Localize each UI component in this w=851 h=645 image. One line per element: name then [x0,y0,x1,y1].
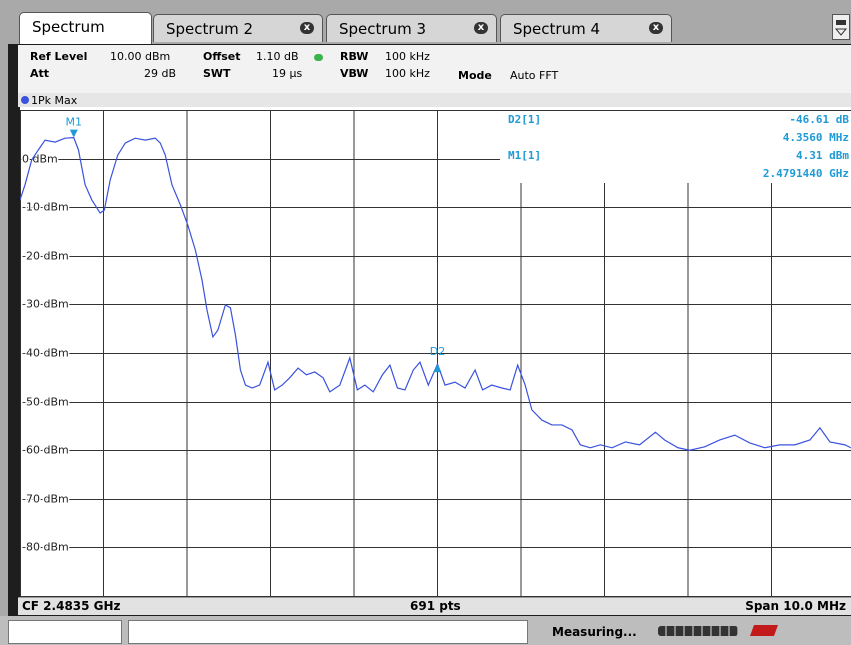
setting-label: SWT [203,67,231,80]
tab[interactable]: Spectrum 3 x [326,14,497,42]
setting-value: 100 kHz [385,50,430,63]
readout-freq: 4.3560 MHz [783,131,849,144]
setting-value: 10.00 dBm [110,50,171,63]
y-tick-label: -40 dBm [22,347,69,360]
setting: 10.00 dBm [110,50,170,63]
footer-center: 691 pts [410,599,461,613]
marker-label: D2 [430,345,445,358]
y-tick-label: -60 dBm [22,444,69,457]
y-tick-label: -70 dBm [22,493,69,506]
setting-label: VBW [340,67,369,80]
setting-label: Offset [203,50,241,63]
setting: Auto FFT [510,69,558,82]
status-field [128,620,528,644]
setting-value: 29 dB [144,67,177,80]
y-tick-label: -10 dBm [22,201,69,214]
legend-label: 1Pk Max [31,94,78,107]
readout-background [500,111,851,183]
progress-bar [658,626,738,636]
readout-level: 4.31 dBm [796,149,849,162]
setting: 100 kHz [385,67,430,80]
y-tick-label: -80 dBm [22,541,69,554]
setting: 1.10 dB [256,50,299,63]
y-tick-label: -30 dBm [22,298,69,311]
logo [749,625,779,636]
status-text: Measuring... [552,625,637,639]
setting: 100 kHz [385,50,430,63]
setting: Mode [458,69,492,82]
tab-label: Spectrum 2 [166,20,253,38]
setting: VBW [340,67,368,80]
readout-freq: 2.4791440 GHz [763,167,849,180]
plot-background [20,107,851,597]
tab-label: Spectrum 4 [513,20,600,38]
y-tick-label: -20 dBm [22,250,69,263]
close-button[interactable]: x [300,22,314,34]
footer-left: CF 2.4835 GHz [22,599,121,613]
settings-panel [18,45,851,93]
trace [20,137,851,451]
setting-value: 1.10 dB [256,50,299,63]
setting-value: Auto FFT [510,69,559,82]
setting-label: Mode [458,69,492,82]
footer-right: Span 10.0 MHz [745,599,846,613]
y-tick-label: -50 dBm [22,396,69,409]
marker [69,129,78,138]
readout-label: D2[1] [508,113,541,126]
setting: RBW [340,50,368,63]
setting: Att [30,67,49,80]
legend-dot [21,96,29,104]
tab[interactable]: Spectrum 2 x [153,14,323,42]
setting-label: Att [30,67,50,80]
status-dot [314,54,323,61]
tab[interactable]: Spectrum 4 x [500,14,672,42]
menu-icon[interactable] [832,14,850,40]
tab-label: Spectrum 3 [339,20,426,38]
tab-label: Spectrum [32,18,105,36]
setting-label: Ref Level [30,50,88,63]
setting: SWT [203,67,231,80]
trace-bar [18,93,851,107]
setting: 29 dB [144,67,176,80]
setting: Offset [203,50,241,63]
footer [18,597,851,615]
menu-icon-graphic [834,20,848,36]
status-field [8,620,122,644]
close-button[interactable]: x [474,22,488,34]
marker [433,364,442,373]
readout-level: -46.61 dB [789,113,849,126]
y-tick-label: 0 dBm [22,153,58,166]
tab[interactable]: Spectrum [19,12,152,44]
readout-label: M1[1] [508,149,541,162]
setting: Ref Level [30,50,87,63]
setting-label: RBW [340,50,369,63]
close-button[interactable]: x [649,22,663,34]
chart: 0 dBm -10 dBm -20 dBm -30 dBm -40 dBm -50 dBm… [20,107,851,597]
marker-label: M1 [66,116,83,129]
setting: 19 µs [272,67,302,80]
setting-value: 100 kHz [385,67,430,80]
setting-value: 19 µs [272,67,303,80]
